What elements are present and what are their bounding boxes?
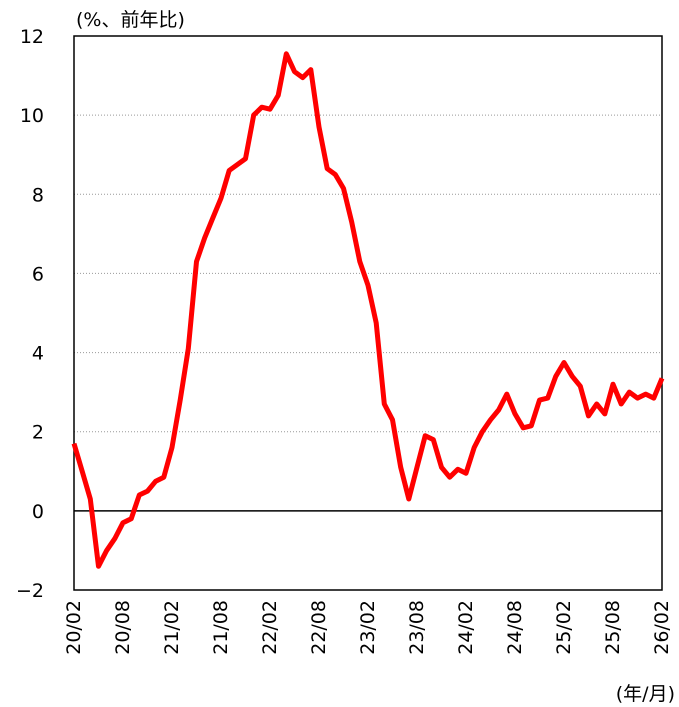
y-tick-label: 6 xyxy=(32,263,44,285)
y-tick-label: 0 xyxy=(32,501,44,523)
y-tick-label: 8 xyxy=(32,184,44,206)
x-tick-label: 20/08 xyxy=(112,600,134,655)
x-tick-label: 25/08 xyxy=(602,600,624,655)
x-axis-label: (年/月) xyxy=(616,683,675,705)
y-tick-label: 2 xyxy=(32,422,44,444)
x-tick-label: 22/08 xyxy=(308,600,330,655)
x-tick-label: 25/02 xyxy=(553,600,575,655)
x-tick-label: 26/02 xyxy=(651,600,673,655)
plot-frame xyxy=(73,35,663,591)
y-axis-label: (%、前年比) xyxy=(76,9,185,31)
y-tick-label: 12 xyxy=(20,26,44,48)
x-tick-label: 23/08 xyxy=(406,600,428,655)
x-tick-label: 24/08 xyxy=(504,600,526,655)
y-tick-label: 4 xyxy=(32,343,44,365)
x-tick-label: 21/08 xyxy=(210,600,232,655)
x-tick-label: 20/02 xyxy=(63,600,85,655)
x-tick-label: 21/02 xyxy=(161,600,183,655)
x-tick-label: 24/02 xyxy=(455,600,477,655)
series-line xyxy=(71,51,665,569)
y-tick-label: −2 xyxy=(16,580,44,602)
y-tick-label: 10 xyxy=(20,105,44,127)
x-tick-label: 22/02 xyxy=(259,600,281,655)
x-tick-label: 23/02 xyxy=(357,600,379,655)
